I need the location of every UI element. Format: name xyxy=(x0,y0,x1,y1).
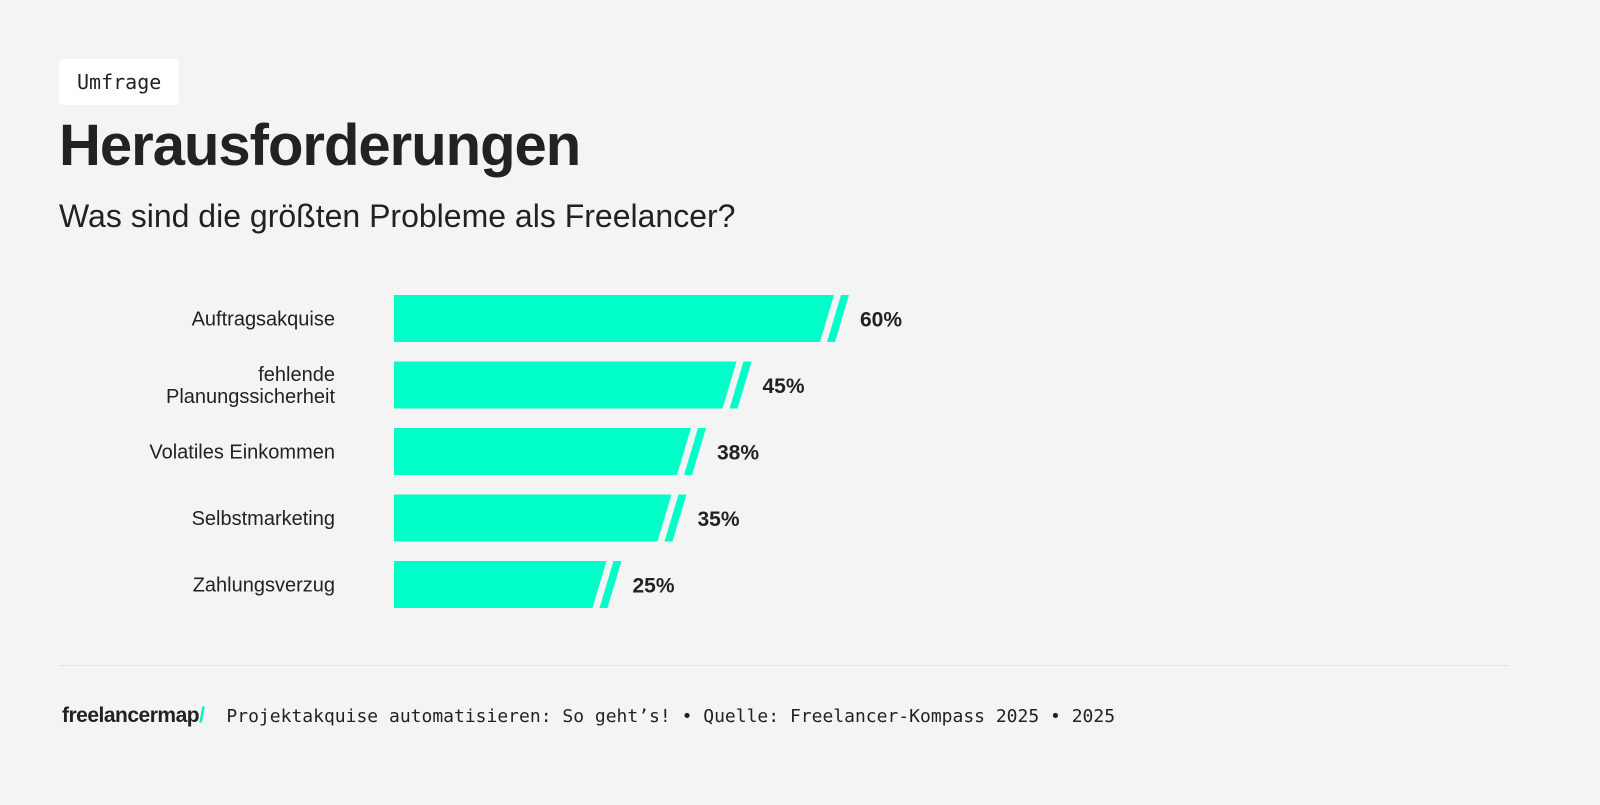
chart-title: Herausforderungen xyxy=(59,113,581,178)
bar xyxy=(394,561,607,608)
category-label: Selbstmarketing xyxy=(192,508,335,530)
category-label: Zahlungsverzug xyxy=(193,575,335,597)
category-label: fehlende Planungssicherheit xyxy=(166,364,335,408)
bar-slash xyxy=(729,361,752,409)
bar xyxy=(394,295,834,342)
value-label: 35% xyxy=(698,508,740,531)
category-label: Volatiles Einkommen xyxy=(149,442,335,464)
divider xyxy=(59,665,1509,666)
chart-subtitle: Was sind die größten Probleme als Freela… xyxy=(59,198,736,234)
value-label: 25% xyxy=(633,575,675,598)
bar xyxy=(394,361,737,409)
value-label: 38% xyxy=(717,442,759,465)
bar-slash xyxy=(684,428,706,475)
value-label: 60% xyxy=(860,309,902,332)
bar-slash xyxy=(827,295,849,342)
freelancermap-logo: freelancermap/ xyxy=(62,704,205,727)
source-text: Projektakquise automatisieren: So geht’s… xyxy=(226,705,1116,727)
bar xyxy=(394,494,672,542)
bar-slash xyxy=(664,494,687,542)
category-tag: Umfrage xyxy=(59,59,180,105)
category-label: Auftragsakquise xyxy=(192,309,335,331)
bar-slash xyxy=(599,561,622,608)
value-label: 45% xyxy=(763,375,805,398)
bar xyxy=(394,428,691,475)
footer: freelancermap/ Projektakquise automatisi… xyxy=(62,704,1115,728)
